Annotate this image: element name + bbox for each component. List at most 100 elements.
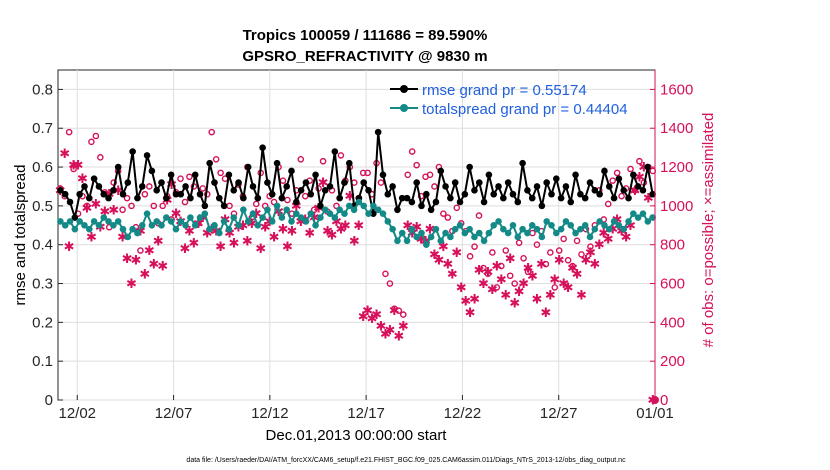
totalspread-point xyxy=(158,221,165,229)
data-file-footnote: data file: /Users/raeder/DAI/ATM_forcXX/… xyxy=(186,457,626,464)
plot-area: ✱✱✱✱✱✱✱✱✱✱✱✱✱✱✱✱✱✱✱✱✱✱✱✱✱✱✱✱✱✱✱✱✱✱✱✱✱✱✱✱… xyxy=(55,69,659,409)
rmse-point xyxy=(110,187,117,194)
obs-assimilated-point: ✱ xyxy=(122,252,133,267)
rmse-point xyxy=(413,179,420,186)
totalspread-point xyxy=(504,229,512,237)
obs-possible-point xyxy=(444,214,452,221)
totalspread-point xyxy=(418,229,425,237)
totalspread-point xyxy=(495,218,502,225)
obs-assimilated-point: ✱ xyxy=(576,289,587,304)
rmse-point xyxy=(644,163,652,171)
totalspread-point xyxy=(360,202,368,210)
obs-assimilated-point: ✱ xyxy=(425,223,436,238)
totalspread-point xyxy=(191,221,199,229)
obs-possible-point xyxy=(92,132,100,140)
rmse-point xyxy=(427,206,435,214)
totalspread-point xyxy=(182,221,189,229)
totalspread-point xyxy=(220,218,228,225)
rmse-point xyxy=(649,190,656,198)
obs-assimilated-point: ✱ xyxy=(384,324,395,339)
rmse-point xyxy=(196,190,204,198)
rmse-point xyxy=(268,190,276,198)
rmse-point xyxy=(533,183,541,190)
rmse-point xyxy=(610,194,618,202)
totalspread-point xyxy=(321,206,329,214)
obs-possible-point xyxy=(310,206,318,214)
totalspread-point xyxy=(639,210,647,217)
rmse-point xyxy=(90,175,98,183)
obs-assimilated-point: ✱ xyxy=(77,172,88,187)
y-left-tick-label: 0 xyxy=(45,392,53,409)
obs-possible-point xyxy=(208,128,216,136)
x-tick-label: 12/07 xyxy=(155,405,193,422)
obs-assimilated-point: ✱ xyxy=(621,230,632,245)
obs-possible-point xyxy=(542,260,550,268)
obs-possible-point xyxy=(83,202,91,210)
totalspread-point xyxy=(95,221,103,229)
rmse-point xyxy=(538,202,546,210)
totalspread-point xyxy=(172,225,180,233)
totalspread-point xyxy=(413,233,420,241)
obs-assimilated-point: ✱ xyxy=(99,205,110,220)
totalspread-point xyxy=(620,225,628,233)
totalspread-point xyxy=(524,229,531,237)
totalspread-point xyxy=(177,218,185,225)
rmse-point xyxy=(514,198,522,206)
totalspread-point xyxy=(206,225,213,233)
totalspread-point xyxy=(442,229,449,237)
rmse-point xyxy=(442,183,449,190)
rmse-point xyxy=(254,194,262,202)
rmse-point xyxy=(360,179,368,186)
obs-possible-point xyxy=(364,169,371,177)
rmse-point xyxy=(278,194,286,202)
rmse-point xyxy=(475,179,483,186)
totalspread-point xyxy=(119,225,127,233)
totalspread-point xyxy=(644,218,652,225)
obs-assimilated-point: ✱ xyxy=(572,267,583,282)
legend-spread-label: totalspread grand pr = 0.44404 xyxy=(422,101,628,118)
obs-possible-point xyxy=(466,253,474,260)
totalspread-point xyxy=(350,206,358,214)
obs-assimilated-point: ✱ xyxy=(505,252,516,267)
totalspread-point xyxy=(138,221,146,229)
totalspread-point xyxy=(437,237,445,245)
rmse-point xyxy=(249,183,257,190)
obs-possible-point xyxy=(382,270,389,278)
rmse-point xyxy=(81,183,88,190)
rmse-point xyxy=(273,159,281,167)
totalspread-point xyxy=(577,225,584,233)
obs-possible-point xyxy=(453,204,461,212)
rmse-point xyxy=(630,171,637,179)
rmse-point xyxy=(456,198,464,206)
rmse-point xyxy=(572,171,579,179)
obs-assimilated-point: ✱ xyxy=(580,254,591,269)
totalspread-point xyxy=(264,206,271,214)
totalspread-point xyxy=(143,210,151,217)
rmse-point xyxy=(601,167,608,175)
totalspread-point xyxy=(293,210,300,217)
obs-possible-point xyxy=(377,179,385,186)
obs-possible-point xyxy=(399,311,407,318)
obs-assimilated-point: ✱ xyxy=(68,159,79,174)
totalspread-point xyxy=(451,225,459,233)
legend-rmse-label: rmse grand pr = 0.55174 xyxy=(422,82,587,99)
y-right-tick-label: 800 xyxy=(660,237,685,254)
obs-possible-point xyxy=(119,206,126,214)
obs-assimilated-point: ✱ xyxy=(139,267,150,282)
totalspread-point xyxy=(268,218,276,225)
totalspread-point xyxy=(249,210,257,217)
line-series xyxy=(57,128,656,249)
rmse-point xyxy=(264,179,271,186)
rmse-point xyxy=(177,190,185,198)
obs-assimilated-point: ✱ xyxy=(558,277,569,292)
obs-assimilated-point: ✱ xyxy=(442,258,453,273)
obs-possible-point xyxy=(395,307,403,315)
rmse-point xyxy=(504,179,512,186)
totalspread-point xyxy=(461,229,469,237)
rmse-point xyxy=(163,194,170,202)
rmse-point xyxy=(302,179,310,186)
rmse-point xyxy=(61,190,69,198)
rmse-point xyxy=(466,163,473,171)
rmse-point xyxy=(432,198,440,206)
rmse-point xyxy=(134,194,141,202)
